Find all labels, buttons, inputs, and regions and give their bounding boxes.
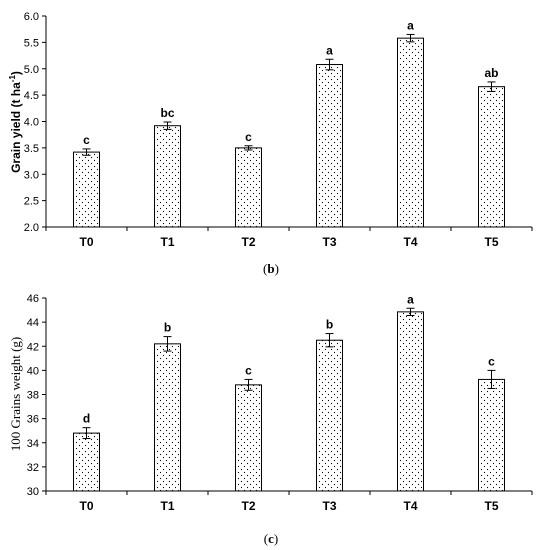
y-tick-label: 4.0 [24, 117, 39, 129]
y-tick-label: 40 [27, 365, 39, 377]
significance-label: d [83, 412, 90, 426]
bar-t2 [235, 384, 262, 492]
x-tick-label: T2 [241, 235, 255, 249]
bar-t1 [154, 343, 181, 492]
x-tick-label: T5 [484, 235, 498, 249]
chart-panel-c: 30 32 34 36 38 40 42 44 46 T0 T1 T2 T3 T4 T5 d b c b a c 1… [8, 292, 533, 546]
x-tick-label: T3 [322, 499, 336, 513]
x-tick-label: T1 [160, 499, 174, 513]
y-axis-c: 30 32 34 36 38 40 42 44 46 [27, 293, 47, 498]
bar-t5 [478, 86, 505, 228]
bar-t4 [397, 37, 424, 228]
y-axis-label-c: 100 Grains weight (g) [8, 337, 23, 451]
y-tick-label: 42 [27, 341, 39, 353]
panel-label-b-letter: b [267, 261, 274, 276]
y-tick-label: 38 [27, 390, 39, 402]
x-tick-label: T5 [484, 499, 498, 513]
x-tick-label: T2 [241, 499, 255, 513]
significance-label: c [245, 363, 252, 377]
y-axis-label-b-sup: -1 [8, 75, 17, 83]
y-tick-label: 4.5 [24, 90, 39, 102]
panel-label-b-open: ( [263, 261, 267, 276]
panel-label-b: (b) [263, 261, 279, 276]
y-axis-label-b: Grain yield (t ha-1) [8, 71, 23, 173]
x-tick-label: T1 [160, 235, 174, 249]
y-tick-label: 2.5 [24, 196, 39, 208]
x-tick-label: T0 [79, 499, 93, 513]
bars-c: d b c b a c [73, 292, 505, 492]
x-tick-label: T3 [322, 235, 336, 249]
significance-label: b [164, 321, 171, 335]
y-tick-label: 36 [27, 414, 39, 426]
significance-label: b [326, 318, 333, 332]
y-tick-label: 30 [27, 486, 39, 498]
panel-label-c-letter: c [268, 531, 274, 546]
y-tick-label: 5.0 [24, 64, 39, 76]
significance-label: ab [484, 66, 498, 80]
bar-t3 [316, 339, 343, 492]
chart-panel-b: 2.0 2.5 3.0 3.5 4.0 4.5 5.0 5.5 6.0 T0 T1 T2 T3 T4 T5… [8, 11, 533, 276]
y-tick-label: 32 [27, 462, 39, 474]
panel-label-b-close: ) [275, 261, 279, 276]
significance-label: c [83, 133, 90, 147]
y-tick-label: 5.5 [24, 37, 39, 49]
x-tick-label: T4 [403, 235, 417, 249]
bar-t0 [73, 432, 100, 492]
y-tick-label: 2.0 [24, 222, 39, 234]
significance-label: a [326, 43, 333, 57]
y-axis-b: 2.0 2.5 3.0 3.5 4.0 4.5 5.0 5.5 6.0 [24, 11, 47, 234]
significance-label: a [407, 292, 414, 306]
y-tick-label: 3.0 [24, 169, 39, 181]
panel-label-c-close: ) [274, 531, 278, 546]
significance-label: bc [160, 106, 174, 120]
y-tick-label: 34 [27, 438, 39, 450]
bar-t5 [478, 378, 505, 492]
y-axis-label-b-main: Grain yield (t ha [9, 82, 23, 173]
bar-t2 [235, 147, 262, 228]
bar-t3 [316, 64, 343, 228]
x-tick-label: T0 [79, 235, 93, 249]
significance-label: c [488, 354, 495, 368]
y-axis-label-b-close: ) [9, 71, 23, 75]
bar-t1 [154, 125, 181, 228]
bar-t0 [73, 151, 100, 228]
significance-label: a [407, 18, 414, 32]
panel-label-c: (c) [264, 531, 278, 546]
y-tick-label: 44 [27, 317, 39, 329]
bars-b: c bc c a a ab [73, 18, 505, 228]
x-axis-c: T0 T1 T2 T3 T4 T5 [45, 490, 533, 513]
y-tick-label: 6.0 [24, 11, 39, 23]
x-tick-label: T4 [403, 499, 417, 513]
y-tick-label: 46 [27, 293, 39, 305]
y-tick-label: 3.5 [24, 143, 39, 155]
significance-label: c [245, 130, 252, 144]
x-axis-b: T0 T1 T2 T3 T4 T5 [45, 226, 533, 249]
panel-label-c-open: ( [264, 531, 268, 546]
bar-t4 [397, 311, 424, 492]
